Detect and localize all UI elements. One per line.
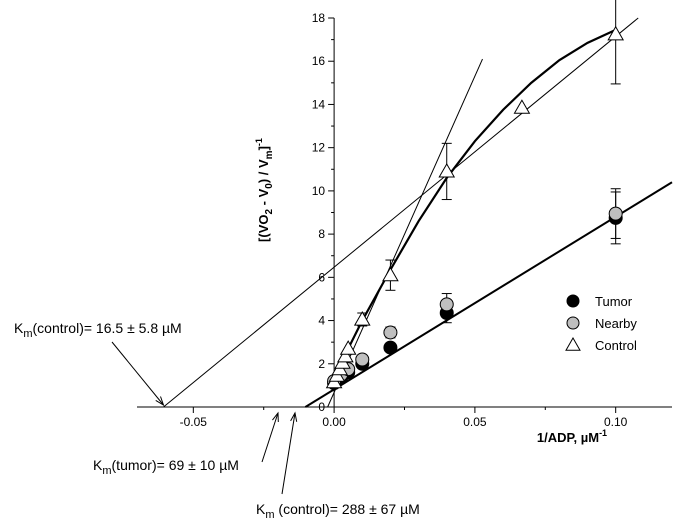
fit-line-2 [327,58,483,408]
control-point [513,99,531,114]
annotation-km-control-slope-text: (control)= 288 ± 67 µM [275,501,420,517]
nearby-point [383,325,398,340]
y-axis-title-part: 2 [264,209,275,215]
y-axis-title-part: m [264,150,275,159]
x-tick-label: -0.05 [180,415,208,429]
y-tick-label: 14 [312,97,326,111]
annotation-km-control-slope-main: K [256,501,266,517]
tumor-point [383,340,398,355]
nearby-point [355,352,370,367]
annotation-km-tumor-text: (tumor)= 69 ± 10 µM [112,457,239,473]
legend-marker-tumor [566,294,580,308]
legend-marker-control [565,336,581,351]
y-axis-title: [(VO2 - V0) / Vm]-1 [254,138,275,242]
y-axis-title-part: -1 [254,138,264,146]
x-tick-label: 0.10 [604,415,628,429]
y-axis-title-part: [(VO [256,215,271,242]
y-axis-title-part: ) / V [256,159,271,183]
arrow-km-tumor-head [272,411,279,423]
annotation-km-control-slope: Km (control)= 288 ± 67 µM [256,501,420,520]
axes-layer: 0 2 4 6 8 10 12 14 16 18 -0.05 0.00 0.05 0.101/ADP, µ… [137,11,672,445]
y-tick-label: 4 [318,314,325,328]
control-point [337,347,354,363]
arrow-km-control-intercept [111,341,164,406]
annotation-km-control-slope-sub: m [265,509,274,520]
nearby-point [439,297,454,312]
y-tick-label: 0 [318,400,325,414]
legend-label-nearby: Nearby [595,316,637,331]
control-point [438,162,456,178]
control-point [353,310,371,326]
y-tick-label: 2 [318,357,325,371]
fit-line-3 [163,17,639,408]
data-points-layer [325,0,625,391]
arrow-km-control-slope-head [290,411,298,422]
annotation-km-tumor: Km(tumor)= 69 ± 10 µM [93,457,239,477]
y-axis-title-part: 0 [264,183,275,189]
x-axis-title-sup: -1 [599,428,607,438]
y-tick-label: 18 [312,11,326,25]
y-axis-title-part: - V [256,188,271,209]
annotation-km-control-intercept-main: K [14,320,24,336]
x-axis-title: 1/ADP, µM-1 [537,428,607,445]
y-tick-label: 8 [318,227,325,241]
y-tick-label: 10 [312,184,326,198]
arrow-km-control-intercept-head [155,396,165,407]
annotation-km-control-intercept: Km(control)= 16.5 ± 5.8 µM [14,320,182,340]
annotation-km-control-intercept-text: (control)= 16.5 ± 5.8 µM [33,320,182,336]
control-point [339,340,357,355]
x-tick-label: 0.05 [463,415,487,429]
annotation-km-tumor-sub: m [102,465,111,477]
control-point [607,25,625,41]
arrow-km-tumor [261,412,279,463]
control-point [382,266,399,282]
y-axis-title-part: ] [256,146,271,150]
legend-marker-nearby [566,316,580,330]
y-tick-label: 12 [312,141,326,155]
annotation-km-tumor-main: K [93,457,103,473]
nearby-point [608,206,623,221]
arrow-km-control-slope [281,412,296,495]
legend-label-control: Control [595,338,637,353]
y-tick-label: 16 [312,54,326,68]
legend: Tumor Nearby Control [565,294,637,353]
annotation-km-control-intercept-sub: m [23,328,32,340]
legend-label-tumor: Tumor [595,294,633,309]
y-tick-label: 6 [318,270,325,284]
x-tick-label: 0.00 [322,415,346,429]
